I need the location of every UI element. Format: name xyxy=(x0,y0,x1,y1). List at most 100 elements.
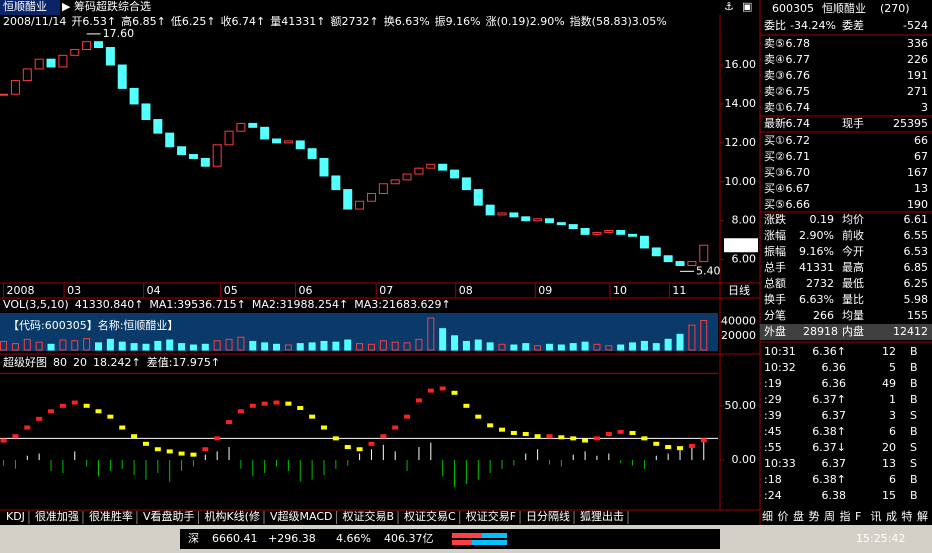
quote-cell: 10:32 xyxy=(764,361,796,374)
indicator-point xyxy=(368,441,375,446)
quote-cell: 6.36↑ xyxy=(812,345,846,358)
quote-cell: B xyxy=(910,425,918,438)
candle xyxy=(70,48,80,56)
quote-cell: 买① xyxy=(764,134,785,147)
tab[interactable]: 权证交易F xyxy=(466,509,516,523)
tab[interactable]: V超级MACD xyxy=(270,509,333,523)
volume-bar xyxy=(569,343,577,351)
candle xyxy=(94,41,104,49)
header-item: 额2732↑ xyxy=(331,15,379,28)
indicator-point xyxy=(629,430,636,435)
quote-cell: 委差 xyxy=(842,18,864,32)
tab[interactable]: V看盘助手 xyxy=(143,509,195,523)
indicator-point xyxy=(12,434,19,439)
quote-cell: B xyxy=(910,361,918,374)
quote-cell: 6.74 xyxy=(786,117,811,130)
panel-tab[interactable]: F xyxy=(855,510,861,523)
volume-bar xyxy=(581,341,589,351)
tab[interactable]: 机构K线(修 xyxy=(204,509,260,523)
candle xyxy=(580,228,590,235)
volume-bar xyxy=(35,341,43,351)
candle xyxy=(153,119,163,134)
quote-cell: 6.66 xyxy=(786,198,811,211)
quote-cell: 6.77 xyxy=(786,53,811,66)
indicator-point xyxy=(617,429,624,434)
tab[interactable]: 很准胜率 xyxy=(89,509,133,523)
panel-tab[interactable]: 特 xyxy=(902,509,913,523)
tab[interactable]: KDJ xyxy=(6,510,25,523)
quote-cell: 2.90% xyxy=(799,229,834,242)
quote-cell: 6.36 xyxy=(822,377,847,390)
tab[interactable]: 狐狸出击 xyxy=(580,509,624,523)
panel-tab[interactable]: 解 xyxy=(917,509,928,523)
quote-cell: 10:33 xyxy=(764,457,796,470)
indicator-point xyxy=(344,445,351,450)
quote-cell: 6.71 xyxy=(786,150,811,163)
candle xyxy=(592,231,602,235)
y-tick-label: 40000 xyxy=(721,315,756,328)
quote-cell: 总额 xyxy=(764,276,786,290)
tab[interactable]: 权证交易B xyxy=(342,509,394,523)
quote-cell: 20 xyxy=(882,441,896,454)
quote-cell: B xyxy=(910,473,918,486)
quote-cell: S xyxy=(910,441,917,454)
panel-tab[interactable]: 价 xyxy=(778,510,789,523)
candle xyxy=(438,163,448,171)
tab[interactable]: 日分隔线 xyxy=(526,509,570,523)
volume-bar xyxy=(498,343,506,351)
candle xyxy=(10,80,20,95)
volume-header: MA3:21683.629↑ xyxy=(354,298,450,311)
indicator-point xyxy=(95,409,102,414)
volume-bar xyxy=(261,342,269,351)
volume-bar xyxy=(379,340,387,351)
volume-bar xyxy=(545,343,553,351)
icon[interactable]: ⚓ xyxy=(724,0,734,13)
volume-bar xyxy=(178,343,186,351)
indicator-point xyxy=(463,403,470,408)
panel-tab[interactable]: 指 xyxy=(840,509,851,523)
annotation: 5.40 xyxy=(696,264,721,277)
quote-cell: 167 xyxy=(907,166,928,179)
volume-bar xyxy=(451,335,459,351)
candle xyxy=(105,47,115,66)
quote-cell: 41331 xyxy=(799,261,834,274)
header-item: 指数(58.83)3.05% xyxy=(570,14,667,28)
candle xyxy=(283,140,293,144)
y-tick-label: 0.00 xyxy=(732,453,757,466)
volume-bar xyxy=(118,341,126,351)
indicator-header: 20 xyxy=(73,356,87,369)
indicator-point xyxy=(166,449,173,454)
panel-tab[interactable]: 势 xyxy=(809,510,820,523)
volume-bar xyxy=(356,343,364,351)
icon[interactable]: ▣ xyxy=(742,0,752,13)
header-item: 振9.16% xyxy=(435,14,481,28)
indicator-point xyxy=(570,436,577,441)
indicator-point xyxy=(380,434,387,439)
quote-cell: 28918 xyxy=(803,325,838,338)
quote-cell: 9.16% xyxy=(799,245,834,258)
tab[interactable]: 很准加强 xyxy=(35,509,79,523)
candle xyxy=(639,235,649,249)
panel-tab[interactable]: 讯 xyxy=(871,510,882,523)
quote-cell: 6.37 xyxy=(822,409,847,422)
tab[interactable]: 权证交易C xyxy=(404,509,456,523)
indicator-point xyxy=(273,400,280,405)
header-item: 低6.25↑ xyxy=(171,15,216,28)
panel-tab[interactable]: 盘 xyxy=(793,509,804,523)
volume-bar xyxy=(320,340,328,351)
candle xyxy=(236,122,246,132)
quote-cell: S xyxy=(910,409,917,422)
panel-tab[interactable]: 成 xyxy=(886,510,897,523)
indicator-point xyxy=(59,403,66,408)
candle xyxy=(34,58,44,70)
quote-cell: 买④ xyxy=(764,182,785,195)
volume-bar xyxy=(700,320,708,351)
volume-bar xyxy=(213,340,221,351)
panel-tab[interactable]: 周 xyxy=(824,510,835,523)
indicator-point xyxy=(71,400,78,405)
panel-tab[interactable]: 细 xyxy=(762,510,773,523)
volume-bar xyxy=(688,324,696,351)
indicator-point xyxy=(593,436,600,441)
x-tick-label: 11 xyxy=(672,284,686,297)
candle xyxy=(544,218,554,224)
